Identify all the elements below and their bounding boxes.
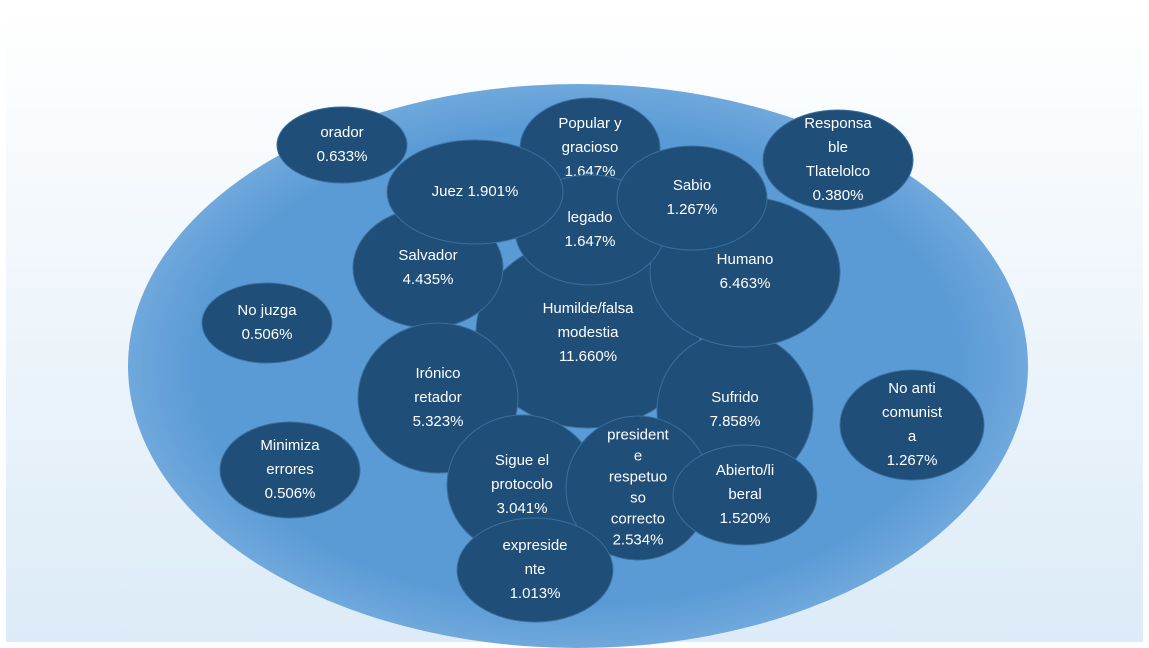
- bubble-label: 5.323%: [413, 413, 464, 430]
- bubble-label: Sigue el: [495, 452, 549, 469]
- bubble-label: Juez 1.901%: [432, 183, 519, 200]
- bubble: [219, 421, 361, 519]
- bubble-label: a: [908, 428, 917, 445]
- bubble: [201, 282, 333, 364]
- bubble-label: president: [607, 426, 670, 443]
- bubble: [276, 106, 408, 184]
- bubble-label: 4.435%: [403, 271, 454, 288]
- bubble-label: nte: [525, 561, 546, 578]
- bubble-label: ble: [828, 139, 848, 156]
- bubble-label: 3.041%: [497, 500, 548, 517]
- bubble-label: beral: [728, 486, 761, 503]
- bubble: [386, 139, 564, 245]
- bubble: [672, 444, 818, 546]
- bubble-label: Humilde/falsa: [543, 300, 635, 317]
- bubble-label: Minimiza: [260, 437, 320, 454]
- bubble: [839, 369, 985, 481]
- bubble-label: 11.660%: [559, 348, 617, 365]
- bubble-label: respetuo: [609, 468, 667, 485]
- bubble-label: Popular y: [558, 115, 622, 132]
- bubble-label: correcto: [611, 510, 665, 527]
- bubble-label: so: [630, 489, 646, 506]
- bubble-label: e: [634, 447, 642, 464]
- bubble-label: retador: [414, 389, 462, 406]
- bubble-label: comunist: [882, 404, 943, 421]
- bubble-label: orador: [320, 124, 363, 141]
- bubble-label: No juzga: [237, 302, 297, 319]
- bubble-label: legado: [567, 209, 612, 226]
- bubble-label: modestia: [558, 324, 620, 341]
- bubble-label: 6.463%: [720, 275, 771, 292]
- bubble-label: 0.633%: [317, 148, 368, 165]
- bubble-label: expreside: [502, 537, 567, 554]
- bubble-label: gracioso: [562, 139, 619, 156]
- bubble: [616, 145, 768, 251]
- bubble-label: No anti: [888, 380, 936, 397]
- bubble-label: Responsa: [804, 115, 872, 132]
- bubble-label: Sufrido: [711, 389, 759, 406]
- bubble-label: 2.534%: [613, 531, 664, 548]
- bubble-label: 0.506%: [265, 485, 316, 502]
- bubble-label: Humano: [717, 251, 774, 268]
- bubble-label: errores: [266, 461, 314, 478]
- bubble-label: Tlatelolco: [806, 163, 870, 180]
- bubble: [762, 109, 914, 211]
- bubble-label: 1.647%: [565, 233, 616, 250]
- bubble-label: 7.858%: [710, 413, 761, 430]
- bubble-label: Abierto/li: [716, 462, 774, 479]
- bubble-label: Sabio: [673, 177, 711, 194]
- bubble-label: 1.520%: [720, 510, 771, 527]
- bubble-label: Salvador: [398, 247, 457, 264]
- bubble-label: 1.267%: [667, 201, 718, 218]
- bubble: [456, 517, 614, 623]
- bubble-label: protocolo: [491, 476, 553, 493]
- bubble-label: 0.380%: [813, 187, 864, 204]
- bubble-label: 1.013%: [510, 585, 561, 602]
- bubble-label: 1.267%: [887, 452, 938, 469]
- bubble-label: Irónico: [415, 365, 460, 382]
- bubble-label: 0.506%: [242, 326, 293, 343]
